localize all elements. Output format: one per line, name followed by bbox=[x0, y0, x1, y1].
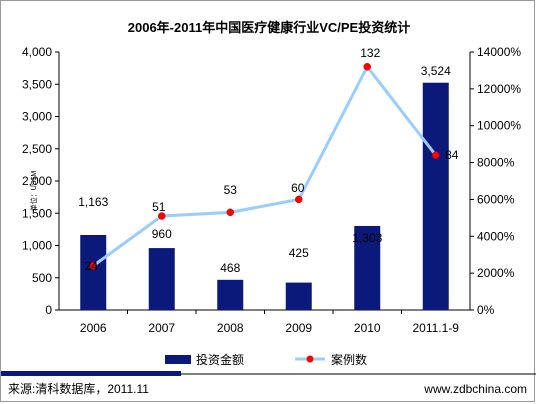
y-tick-label-left: 500 bbox=[32, 271, 52, 285]
bar-2010 bbox=[354, 225, 381, 310]
legend-label-investment: 投资金额 bbox=[196, 352, 244, 367]
y-tick-label-left: 0 bbox=[45, 303, 52, 317]
marker-2006 bbox=[89, 262, 97, 270]
y-tick-label-right: 6000% bbox=[477, 192, 515, 206]
line-value-label: 84 bbox=[445, 148, 459, 162]
x-tick-label: 2008 bbox=[217, 321, 244, 335]
line-value-label: 53 bbox=[224, 183, 238, 197]
y-tick-label-right: 4000% bbox=[477, 229, 515, 243]
x-tick-label: 2007 bbox=[148, 321, 175, 335]
y-tick-label-left: 1,000 bbox=[22, 239, 52, 253]
bar-2007 bbox=[148, 248, 175, 310]
bar-value-label: 3,524 bbox=[421, 64, 451, 78]
y-tick-label-left: 2,000 bbox=[22, 174, 52, 188]
marker-2011.1-9 bbox=[432, 151, 440, 159]
y-tick-label-right: 2000% bbox=[477, 266, 515, 280]
x-tick-label: 2006 bbox=[80, 321, 107, 335]
y-tick-label-right: 14000% bbox=[477, 45, 521, 59]
bar-value-label: 468 bbox=[220, 261, 240, 275]
legend-label-cases: 案例数 bbox=[331, 352, 367, 367]
footer-site: www.zdbchina.com bbox=[423, 382, 527, 396]
x-tick-label: 2009 bbox=[285, 321, 312, 335]
line-case-count bbox=[92, 63, 437, 267]
chart-title: 2006年-2011年中国医疗健康行业VC/PE投资统计 bbox=[128, 20, 410, 35]
line-value-label: 24 bbox=[85, 259, 99, 273]
bar-value-label: 425 bbox=[289, 246, 309, 260]
y-tick-label-left: 1,500 bbox=[22, 206, 52, 220]
footer-accent-bar bbox=[1, 371, 181, 376]
bar-value-label: 960 bbox=[152, 227, 172, 241]
bar-2011.1-9 bbox=[422, 82, 449, 311]
legend-bar-swatch bbox=[165, 355, 191, 364]
marker-2009 bbox=[295, 195, 303, 204]
y-tick-label-right: 12000% bbox=[477, 82, 521, 96]
marker-2007 bbox=[158, 212, 166, 220]
y-tick-label-right: 0% bbox=[477, 303, 495, 317]
y-tick-label-right: 8000% bbox=[477, 156, 515, 170]
bar-2009 bbox=[285, 282, 312, 310]
y-tick-label-left: 3,500 bbox=[22, 77, 52, 91]
x-tick-label: 2010 bbox=[354, 321, 381, 335]
bar-value-label: 1,163 bbox=[78, 195, 108, 209]
y-tick-label-left: 3,000 bbox=[22, 110, 52, 124]
footer-source: 来源:清科数据库，2011.11 bbox=[8, 381, 149, 396]
x-tick-label: 2011.1-9 bbox=[413, 321, 460, 335]
y-axis-label-left: 单位：US$M bbox=[29, 171, 38, 212]
legend: 投资金额 案例数 bbox=[165, 352, 367, 367]
y-tick-label-right: 10000% bbox=[477, 119, 521, 133]
bar-value-label: 1,303 bbox=[352, 231, 382, 245]
marker-2010 bbox=[363, 62, 371, 71]
line-value-label: 60 bbox=[291, 181, 305, 195]
bar-2008 bbox=[217, 279, 244, 310]
legend-marker-swatch bbox=[306, 355, 314, 363]
line-value-label: 51 bbox=[152, 200, 166, 214]
marker-2008 bbox=[226, 208, 234, 217]
line-value-label: 132 bbox=[360, 46, 380, 60]
bar-2006 bbox=[80, 234, 107, 310]
y-tick-label-left: 2,500 bbox=[22, 142, 52, 156]
y-tick-label-left: 4,000 bbox=[22, 45, 52, 59]
